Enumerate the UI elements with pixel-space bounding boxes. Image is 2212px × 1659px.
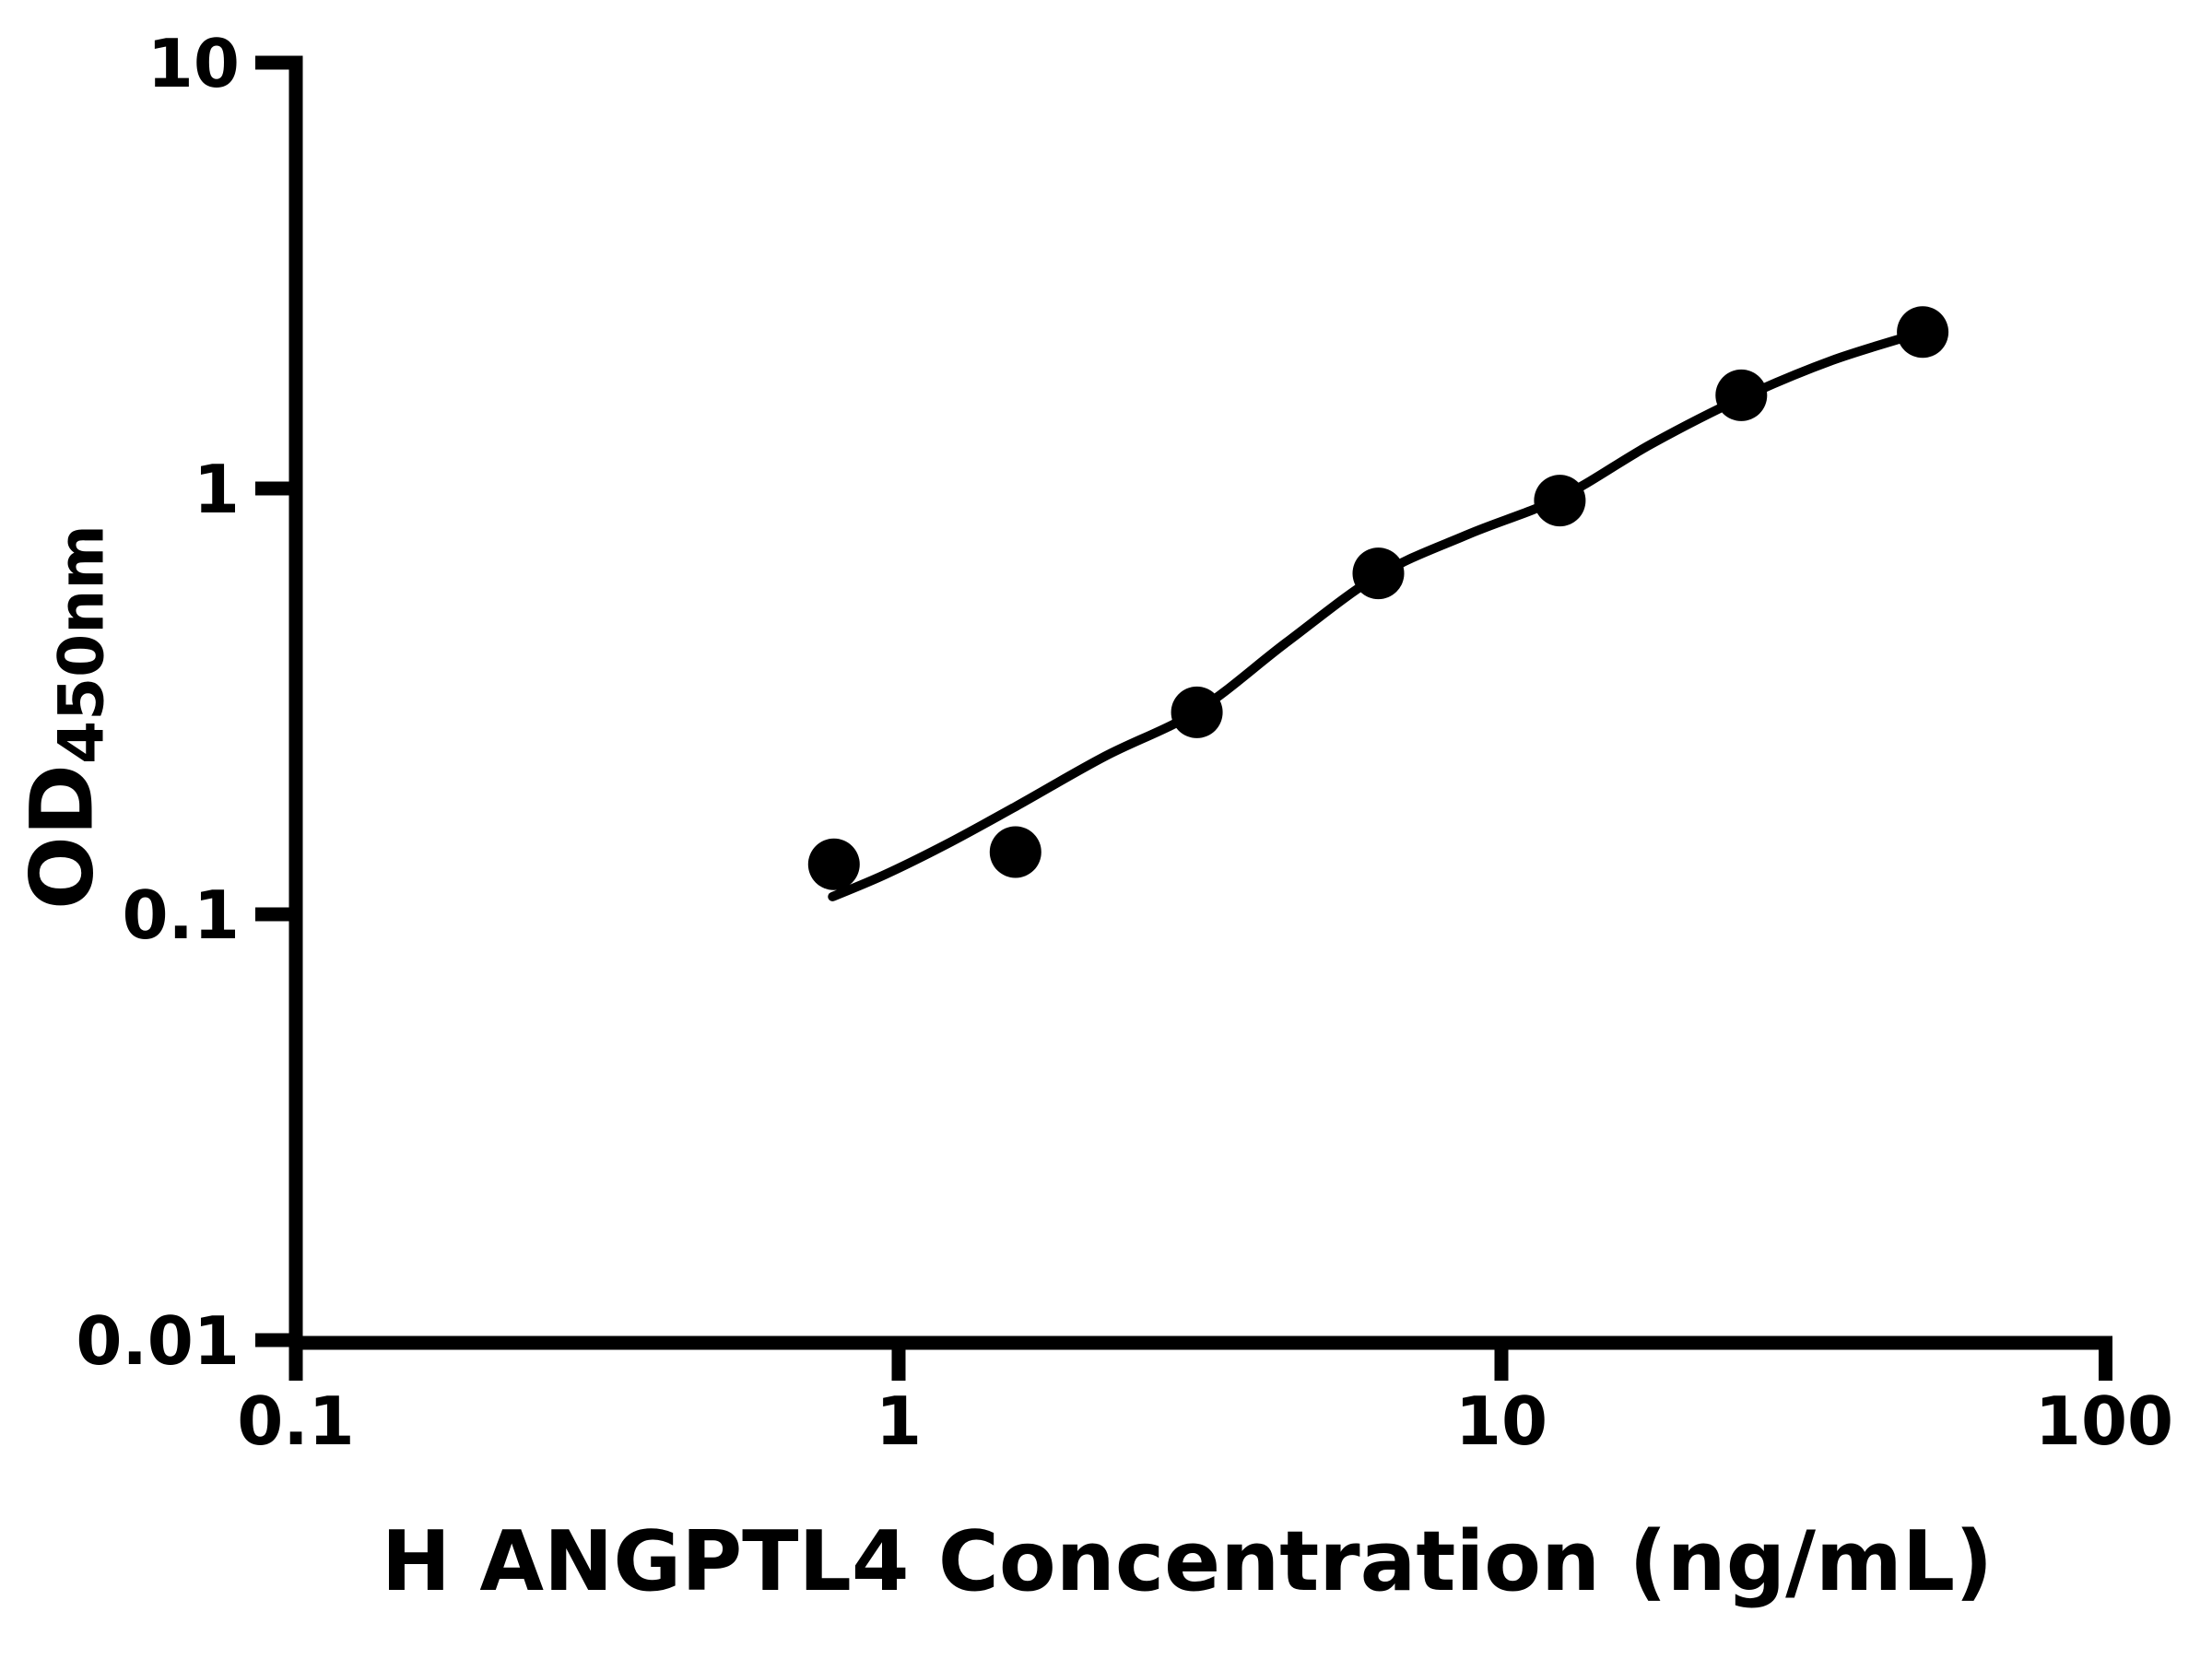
y-tick-label-0.1: 0.1	[122, 877, 240, 954]
data-point-6	[1897, 306, 1949, 359]
y-axis-title: OD450nm	[13, 524, 118, 910]
data-point-0	[807, 838, 860, 890]
y-axis-title-main: OD	[12, 764, 113, 910]
y-tick-label-10: 10	[147, 25, 240, 102]
data-point-2	[1171, 686, 1223, 738]
x-tick-label-1: 1	[875, 1382, 923, 1460]
data-point-4	[1534, 475, 1586, 527]
x-tick-label-0.1: 0.1	[237, 1382, 355, 1460]
y-tick-label-0.01: 0.01	[76, 1302, 240, 1380]
x-axis-title: H ANGPTL4 Concentration (ng/mL)	[381, 1513, 1994, 1610]
y-tick-label-1: 1	[193, 451, 240, 528]
y-axis-line	[255, 55, 303, 1381]
y-axis-title-subscript: 450nm	[44, 524, 118, 765]
x-axis-line	[288, 1335, 2112, 1381]
data-point-1	[989, 826, 1041, 878]
data-point-3	[1352, 547, 1405, 600]
x-tick-label-10: 10	[1454, 1382, 1548, 1460]
data-point-5	[1715, 369, 1768, 421]
fit-curve	[828, 327, 1928, 901]
x-tick-label-100: 100	[2034, 1382, 2174, 1460]
